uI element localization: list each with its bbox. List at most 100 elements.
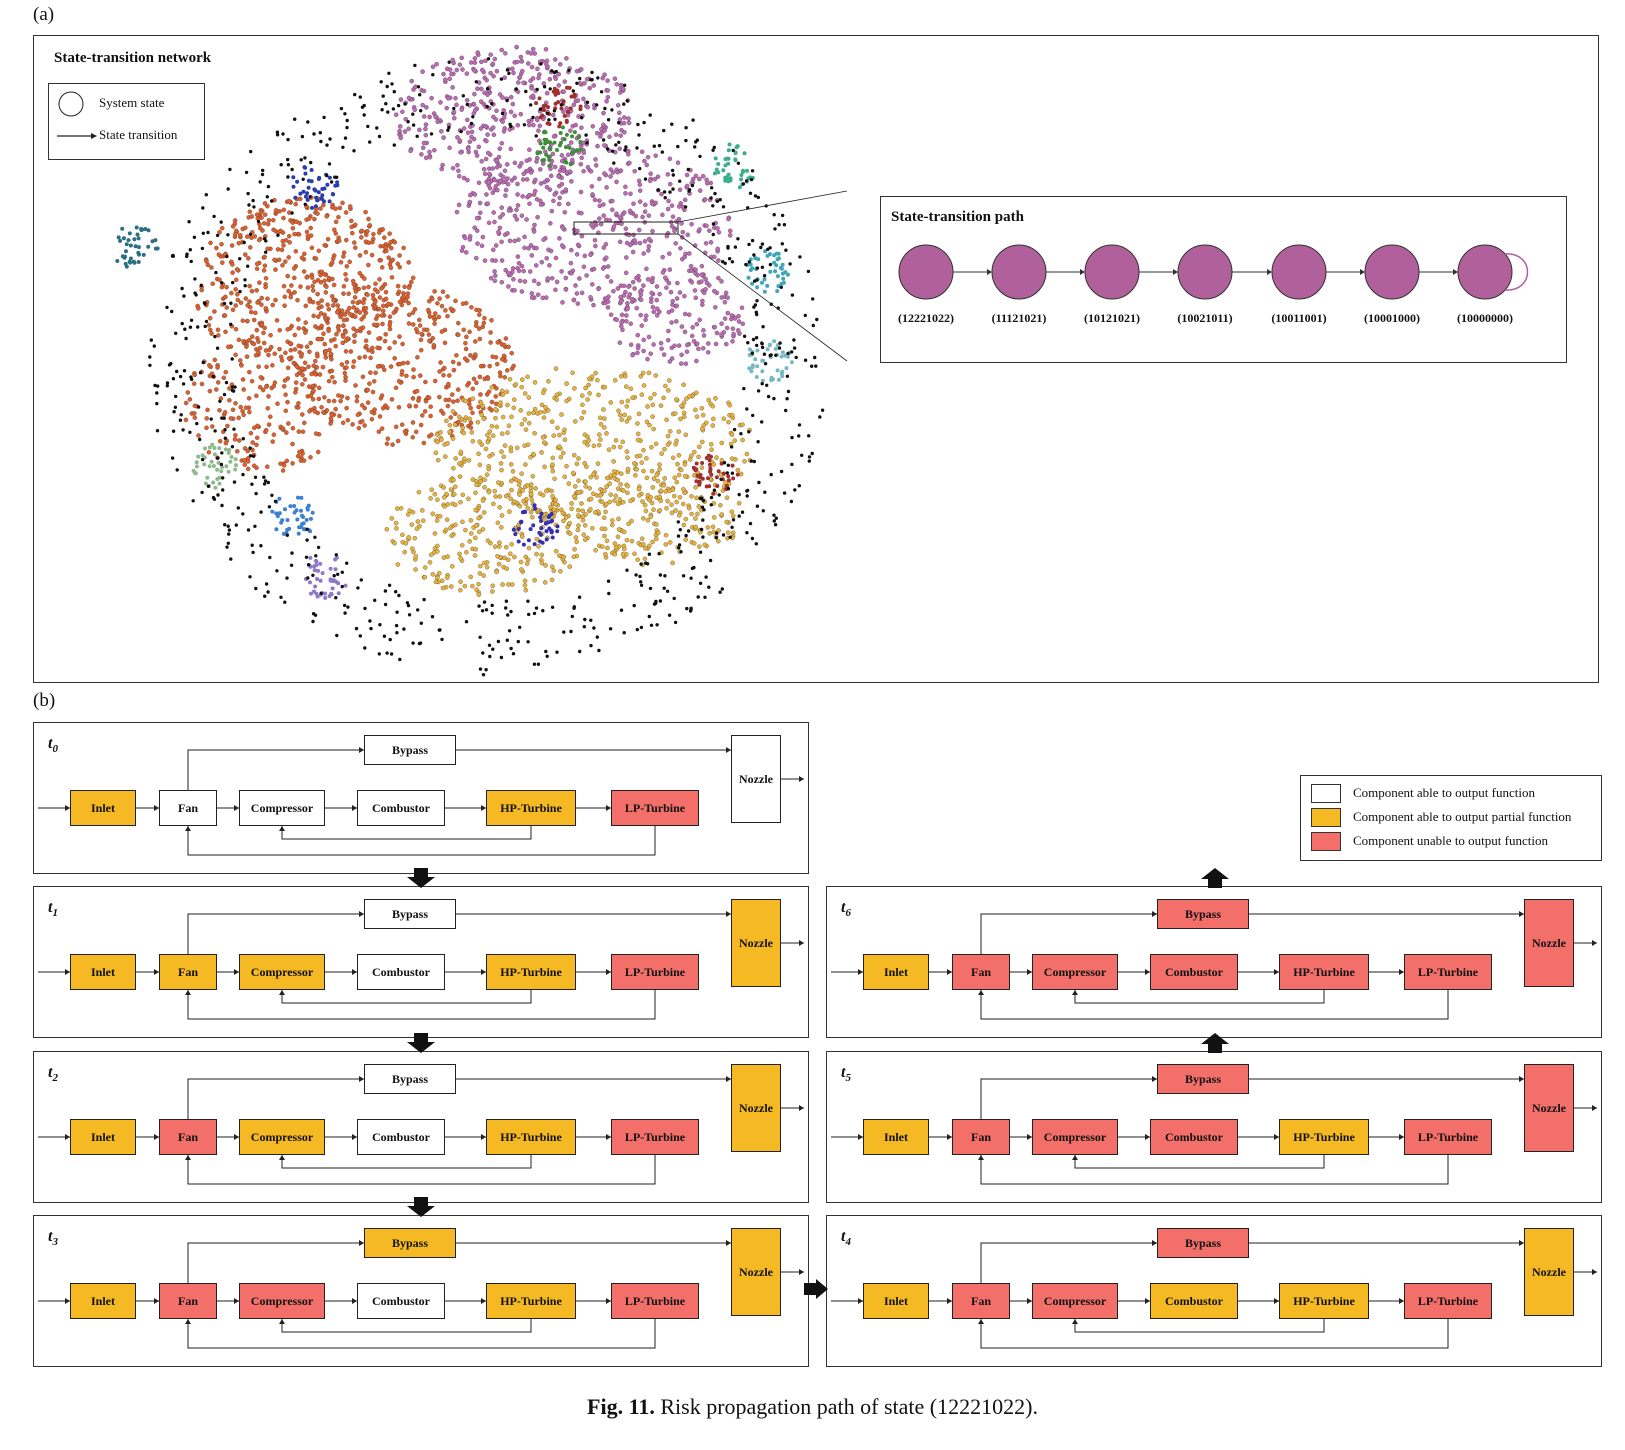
bypass-component: Bypass [364, 735, 456, 765]
bypass-component: Bypass [364, 899, 456, 929]
path-state-node [1457, 244, 1513, 300]
bypass-component: Bypass [364, 1228, 456, 1258]
panel-b-label: (b) [33, 690, 56, 711]
legend-partial-function: Component able to output partial functio… [1353, 809, 1572, 824]
path-state-label: (12221022) [898, 311, 954, 325]
compressor-component: Compressor [239, 1119, 325, 1155]
flow-connectors [38, 1076, 804, 1185]
nozzle-component: Nozzle [1524, 1228, 1574, 1316]
time-step-label: t4 [841, 1228, 851, 1249]
fan-component: Fan [952, 954, 1010, 990]
hpt-component: HP-Turbine [486, 1119, 576, 1155]
fan-component: Fan [952, 1119, 1010, 1155]
inlet-component: Inlet [70, 1119, 136, 1155]
component-legend: Component able to output function Compon… [1300, 775, 1602, 861]
highlighted-path-region [573, 221, 679, 235]
nozzle-component: Nozzle [731, 899, 781, 987]
hpt-component: HP-Turbine [486, 1283, 576, 1319]
hpt-component: HP-Turbine [486, 954, 576, 990]
legend-full-function: Component able to output function [1353, 785, 1535, 800]
path-state-node [1364, 244, 1420, 300]
path-state-node [991, 244, 1047, 300]
time-step-label: t0 [48, 735, 58, 756]
time-step-label: t5 [841, 1064, 851, 1085]
compressor-component: Compressor [239, 1283, 325, 1319]
combustor-component: Combustor [357, 1283, 445, 1319]
path-state-node [1271, 244, 1327, 300]
caption-prefix: Fig. 11. [587, 1394, 655, 1419]
path-state-label: (10001000) [1364, 311, 1420, 325]
lpt-component: LP-Turbine [611, 1283, 699, 1319]
fan-component: Fan [159, 1283, 217, 1319]
path-state-node [1177, 244, 1233, 300]
state-transition-path-box: State-transition path (12221022) (1112102… [880, 196, 1567, 363]
lpt-component: LP-Turbine [1404, 1119, 1492, 1155]
step-panel-t5: t5 Inlet Fan Compressor Combustor HP-Turbine L… [826, 1051, 1602, 1203]
hpt-component: HP-Turbine [1279, 1283, 1369, 1319]
inlet-component: Inlet [70, 1283, 136, 1319]
legend-swatch-white [1311, 784, 1341, 803]
transition-arrow-icon [1201, 1033, 1229, 1053]
transition-arrow-icon [407, 1197, 435, 1217]
step-panel-t4: t4 Inlet Fan Compressor Combustor HP-Turbine L… [826, 1215, 1602, 1367]
step-panel-t6: t6 Inlet Fan Compressor Combustor HP-Turbine L… [826, 886, 1602, 1038]
system-state-legend-icon [58, 91, 84, 117]
network-graph [115, 44, 848, 677]
fan-component: Fan [159, 954, 217, 990]
figure-caption: Fig. 11. Risk propagation path of state … [0, 1394, 1625, 1420]
combustor-component: Combustor [357, 954, 445, 990]
step-panel-t0: t0 Inlet Fan Compressor Combustor HP-Turbine L… [33, 722, 809, 874]
inlet-component: Inlet [70, 954, 136, 990]
hpt-component: HP-Turbine [1279, 1119, 1369, 1155]
fan-component: Fan [159, 1119, 217, 1155]
combustor-component: Combustor [1150, 1119, 1238, 1155]
step-panel-t1: t1 Inlet Fan Compressor Combustor HP-Turbine L… [33, 886, 809, 1038]
caption-text: Risk propagation path of state (12221022… [660, 1394, 1038, 1419]
lpt-component: LP-Turbine [611, 954, 699, 990]
hpt-component: HP-Turbine [1279, 954, 1369, 990]
flow-connectors [831, 1076, 1597, 1185]
fan-component: Fan [952, 1283, 1010, 1319]
flow-connectors [38, 1240, 804, 1349]
panel-a-label: (a) [33, 4, 55, 25]
path-state-label: (10011001) [1271, 311, 1327, 325]
legend-swatch-red [1311, 832, 1341, 851]
path-state-label: (10121021) [1084, 311, 1140, 325]
time-step-label: t3 [48, 1228, 58, 1249]
path-state-node [898, 244, 954, 300]
combustor-component: Combustor [1150, 1283, 1238, 1319]
flow-connectors [831, 1240, 1597, 1349]
network-title: State-transition network [54, 50, 212, 66]
fan-component: Fan [159, 790, 217, 826]
lpt-component: LP-Turbine [1404, 1283, 1492, 1319]
inlet-component: Inlet [863, 954, 929, 990]
lpt-component: LP-Turbine [1404, 954, 1492, 990]
combustor-component: Combustor [357, 1119, 445, 1155]
time-step-label: t1 [48, 899, 58, 920]
path-state-label: (10000000) [1457, 311, 1513, 325]
step-panel-t2: t2 Inlet Fan Compressor Combustor HP-Turbine L… [33, 1051, 809, 1203]
compressor-component: Compressor [1032, 1119, 1118, 1155]
transition-arrow-icon [407, 1033, 435, 1053]
bypass-component: Bypass [1157, 1064, 1249, 1094]
legend-state-transition: State transition [99, 127, 178, 142]
compressor-component: Compressor [1032, 954, 1118, 990]
inlet-component: Inlet [863, 1119, 929, 1155]
path-state-label: (11121021) [991, 311, 1047, 325]
bypass-component: Bypass [1157, 1228, 1249, 1258]
inlet-component: Inlet [863, 1283, 929, 1319]
path-title: State-transition path [891, 209, 1024, 225]
combustor-component: Combustor [357, 790, 445, 826]
compressor-component: Compressor [239, 790, 325, 826]
transition-arrow-icon [804, 1279, 828, 1299]
flow-connectors [38, 747, 804, 856]
nozzle-component: Nozzle [731, 735, 781, 823]
compressor-component: Compressor [239, 954, 325, 990]
step-panel-t3: t3 Inlet Fan Compressor Combustor HP-Turbine L… [33, 1215, 809, 1367]
legend-system-state: System state [99, 95, 165, 110]
transition-arrow-icon [1201, 868, 1229, 888]
path-state-node [1084, 244, 1140, 300]
lpt-component: LP-Turbine [611, 790, 699, 826]
compressor-component: Compressor [1032, 1283, 1118, 1319]
legend-swatch-yellow [1311, 808, 1341, 827]
